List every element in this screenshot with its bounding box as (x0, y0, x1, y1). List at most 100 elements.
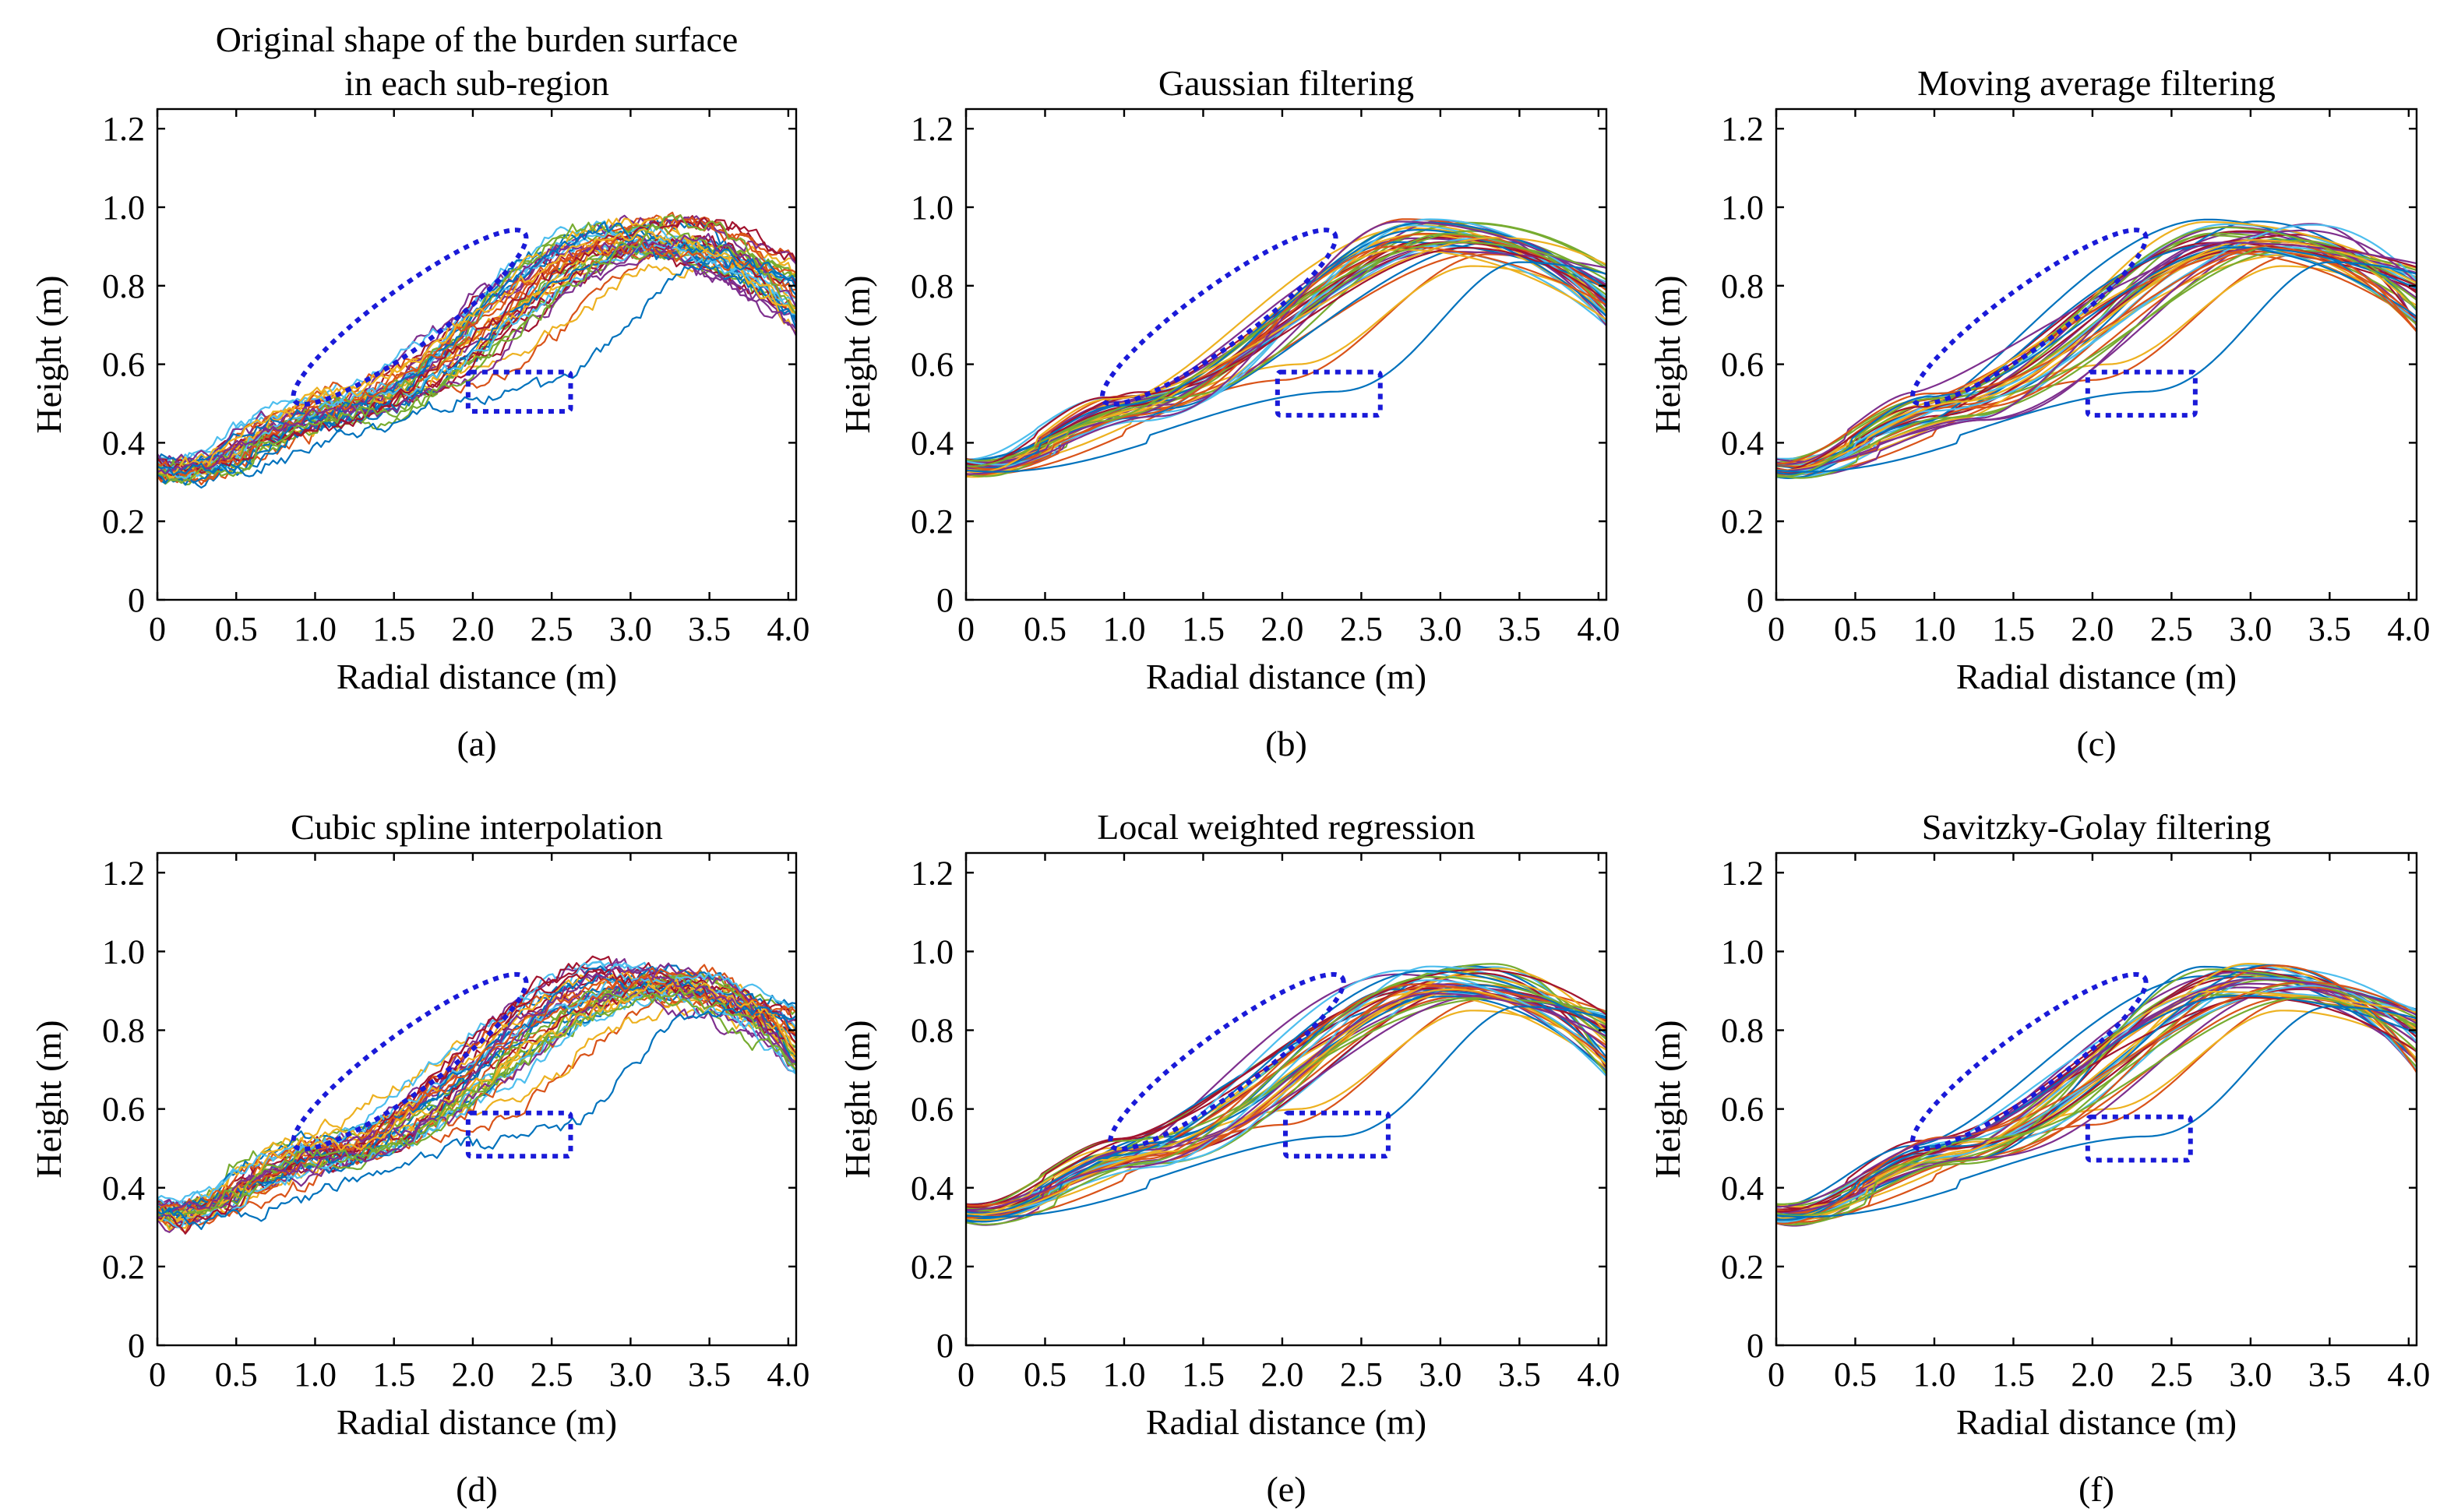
y-tick-label: 0 (936, 581, 954, 619)
y-axis-label: Height (m) (1648, 1020, 1687, 1178)
x-tick-label: 1.5 (1992, 1355, 2035, 1394)
x-tick-label: 0.5 (1834, 610, 1877, 648)
x-tick-label: 0 (149, 1355, 166, 1394)
highlight-ellipse (1099, 227, 1338, 407)
series-line (157, 233, 796, 475)
highlight-ellipse (291, 227, 529, 407)
y-tick-label: 0.6 (911, 346, 954, 384)
y-tick-label: 1.0 (102, 189, 145, 227)
highlight-rectangle (1275, 369, 1383, 418)
x-tick-label: 0 (957, 610, 975, 648)
y-tick-label: 0.8 (911, 1012, 954, 1050)
y-tick-label: 0.4 (1721, 424, 1764, 462)
x-tick-label: 2.0 (2071, 1355, 2114, 1394)
panel-caption: (b) (1265, 724, 1307, 763)
chart-title-line: Cubic spline interpolation (291, 807, 663, 847)
series-line (1776, 241, 2417, 472)
series-line (157, 1003, 796, 1215)
y-tick-label: 1.2 (102, 854, 145, 892)
panel-caption: (f) (2078, 1469, 2114, 1509)
series-line (1776, 261, 2417, 473)
series-line (966, 984, 1606, 1218)
y-tick-label: 1.0 (1721, 189, 1764, 227)
series-line (1776, 981, 2417, 1225)
series-line (1776, 245, 2417, 478)
y-tick-label: 0.2 (102, 1248, 145, 1286)
x-axis-label: Radial distance (m) (337, 657, 617, 696)
highlight-rectangle (465, 369, 573, 414)
y-tick-label: 0 (1747, 1327, 1764, 1365)
chart-title-line: Moving average filtering (1917, 63, 2276, 103)
x-tick-label: 3.0 (1419, 610, 1461, 648)
x-tick-label: 1.0 (294, 610, 337, 648)
x-tick-label: 2.0 (451, 1355, 494, 1394)
series-line (157, 967, 796, 1221)
y-tick-label: 0.4 (102, 1169, 145, 1207)
series-line (157, 1005, 796, 1230)
chart-title-line: Savitzky-Golay filtering (1922, 807, 2271, 847)
y-axis-label: Height (m) (29, 275, 69, 433)
y-axis-label: Height (m) (837, 1020, 877, 1178)
y-axis-label: Height (m) (1648, 275, 1687, 433)
x-tick-label: 2.0 (1260, 1355, 1303, 1394)
series-group (157, 955, 796, 1235)
series-line (1776, 1006, 2417, 1218)
x-tick-label: 0.5 (1024, 1355, 1067, 1394)
y-tick-label: 1.2 (1721, 110, 1764, 148)
series-line (1776, 994, 2417, 1207)
x-tick-label: 1.0 (1102, 1355, 1145, 1394)
y-tick-label: 0.4 (911, 424, 954, 462)
x-tick-label: 4.0 (767, 1355, 809, 1394)
y-tick-label: 0.4 (911, 1169, 954, 1207)
x-tick-label: 2.5 (1340, 1355, 1383, 1394)
x-tick-label: 3.0 (2229, 610, 2272, 648)
x-tick-label: 3.5 (688, 610, 731, 648)
chart-panel-c: Moving average filtering 0 0.5 1.0 1.5 2.0 2.5… (1648, 63, 2430, 763)
series-line (157, 214, 796, 485)
x-tick-label: 2.0 (451, 610, 494, 648)
highlight-rectangle (465, 1110, 573, 1159)
series-line (966, 984, 1606, 1219)
x-tick-label: 4.0 (1577, 610, 1620, 648)
series-line (157, 217, 796, 485)
chart-panel-d: Cubic spline interpolation 0 0.5 1.0 1.5 2.0 2… (29, 807, 809, 1509)
x-tick-label: 4.0 (767, 610, 809, 648)
x-axis-label: Radial distance (m) (337, 1402, 617, 1442)
series-line (966, 218, 1606, 466)
series-line (157, 242, 796, 481)
y-tick-label: 1.0 (1721, 932, 1764, 971)
y-tick-label: 0.8 (1721, 267, 1764, 305)
series-line (1776, 246, 2417, 475)
series-line (157, 968, 796, 1222)
series-line (966, 988, 1606, 1215)
series-line (1776, 239, 2417, 471)
series-line (157, 242, 796, 486)
y-tick-label: 0.6 (911, 1091, 954, 1129)
y-tick-label: 0 (936, 1327, 954, 1365)
plot-frame (1775, 851, 2418, 1347)
panel-caption: (e) (1266, 1469, 1306, 1509)
y-tick-label: 0.6 (1721, 346, 1764, 384)
panel-caption: (c) (2076, 724, 2116, 763)
chart-title-line: Local weighted regression (1097, 807, 1475, 847)
series-line (1776, 245, 2417, 478)
series-line (966, 233, 1606, 462)
x-axis-label: Radial distance (m) (1146, 657, 1426, 696)
x-tick-label: 1.0 (294, 1355, 337, 1394)
series-line (966, 992, 1606, 1211)
series-group (157, 211, 796, 489)
plot-frame (156, 851, 798, 1347)
y-tick-label: 1.0 (911, 932, 954, 971)
x-tick-label: 0.5 (215, 610, 258, 648)
panel-caption: (a) (457, 724, 496, 763)
y-tick-label: 1.0 (911, 189, 954, 227)
series-line (966, 261, 1606, 473)
x-tick-label: 3.0 (609, 610, 652, 648)
plot-frame (964, 851, 1608, 1347)
y-tick-label: 0.8 (911, 267, 954, 305)
x-tick-label: 3.5 (2308, 610, 2351, 648)
highlight-ellipse (1909, 971, 2149, 1152)
highlight-rectangle (1282, 1110, 1391, 1159)
